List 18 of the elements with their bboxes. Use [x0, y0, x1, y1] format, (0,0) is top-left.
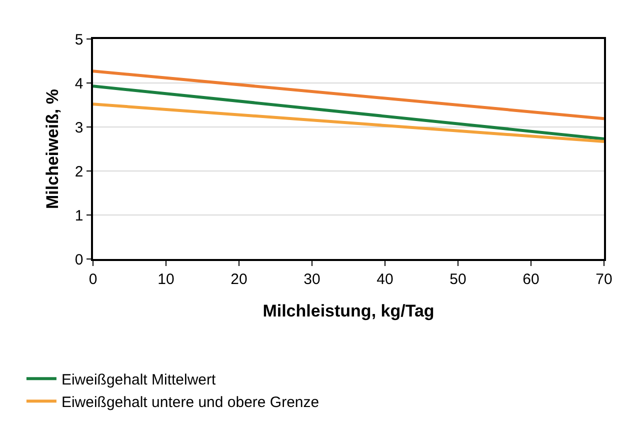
x-tick-label: 30: [304, 270, 320, 288]
x-axis-title: Milchleistung, kg/Tag: [262, 302, 434, 321]
y-tick-label: 3: [74, 119, 84, 136]
x-tick-label: 20: [230, 270, 248, 288]
x-tick-label: 40: [376, 270, 394, 288]
y-tick-label: 0: [74, 251, 84, 268]
legend-label: Eiweißgehalt Mittelwert: [61, 372, 217, 388]
y-tick-label: 4: [74, 75, 84, 92]
y-tick-label: 1: [74, 207, 84, 224]
x-tick-label: 50: [450, 270, 466, 288]
x-tick-label: 70: [596, 270, 612, 288]
x-tick-label: 10: [158, 270, 174, 288]
legend-label: Eiweißgehalt untere und obere Grenze: [61, 394, 320, 411]
y-tick-label: 5: [74, 31, 84, 48]
x-tick-label: 0: [88, 270, 98, 288]
x-tick-label: 60: [522, 270, 540, 288]
y-tick-label: 2: [74, 163, 84, 180]
y-axis-title: Milcheiweiß, %: [42, 89, 62, 209]
